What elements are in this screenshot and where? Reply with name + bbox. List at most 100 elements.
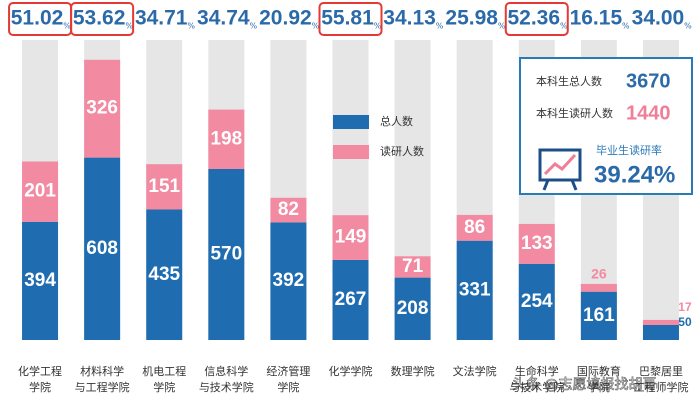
bar-segment [22, 221, 59, 340]
x-tick-label: 化学学院 [329, 364, 373, 378]
chart-icon [538, 148, 582, 191]
bar-segment [146, 209, 183, 340]
highlight-box [504, 2, 569, 36]
x-tick-label: 经济管理 [266, 364, 310, 378]
rate-label: 20.92 [259, 7, 312, 30]
x-tick-label: 机电工程 [142, 364, 186, 378]
value-label: 50 [678, 315, 692, 329]
bar-segment [84, 157, 121, 340]
rate-label: 55.81 [321, 7, 374, 30]
rate-label: 53.62 [73, 7, 126, 30]
x-tick-label: 工程师学院 [633, 380, 688, 394]
value-label: 149 [335, 227, 367, 248]
rate-label: 34.13 [383, 7, 436, 30]
bar-segment [580, 283, 617, 292]
x-tick-label: 学院 [588, 380, 610, 394]
rate-unit: % [250, 22, 258, 31]
value-label: 82 [278, 199, 299, 220]
x-tick-label: 化学工程 [18, 364, 62, 378]
x-tick-label: 数理学院 [391, 364, 435, 378]
rate-label: 16.15 [570, 7, 623, 30]
x-tick-label: 与技术学院 [509, 380, 564, 394]
rate-label: 25.98 [445, 7, 498, 30]
rate-label: 34.00 [632, 7, 685, 30]
rate-unit: % [312, 22, 320, 31]
x-tick-label: 学院 [153, 380, 175, 394]
value-label: 267 [335, 289, 367, 310]
bar-segment [332, 259, 369, 340]
x-tick-label: 材料科学 [80, 364, 124, 378]
x-tick-label: 巴黎居里 [639, 364, 683, 378]
value-label: 86 [464, 217, 485, 238]
bar-segment [332, 215, 369, 260]
value-label: 394 [24, 270, 56, 291]
bar-segment [146, 164, 183, 210]
legend-swatch [333, 145, 369, 159]
value-label: 326 [86, 98, 118, 119]
legend-label: 读研人数 [380, 144, 424, 158]
rate-label: 34.74 [197, 7, 250, 30]
x-tick-label: 与技术学院 [199, 380, 254, 394]
value-label: 254 [521, 291, 553, 312]
value-label: 435 [148, 264, 180, 285]
rate-label: 34.71 [135, 7, 188, 30]
value-label: 71 [402, 256, 424, 277]
watermark: 头条 @志愿填报找胡哥 [512, 376, 656, 393]
value-label: 161 [583, 305, 615, 326]
bar-segment [208, 109, 245, 169]
info-rate-label: 毕业生读研率 [596, 143, 662, 157]
x-tick-label: 学院 [277, 380, 299, 394]
bar-segment [270, 222, 307, 340]
rate-unit: % [622, 22, 630, 31]
rate-unit: % [684, 22, 692, 31]
x-tick-label: 与工程学院 [75, 380, 130, 394]
value-label: 151 [148, 176, 180, 197]
x-tick-label: 信息科学 [204, 364, 248, 378]
bar-segment [642, 319, 679, 325]
value-label: 392 [273, 270, 305, 291]
info-grad: 1440 [626, 102, 671, 124]
rate-unit: % [560, 22, 568, 31]
value-label: 331 [459, 279, 491, 300]
bar-segment [642, 325, 679, 340]
value-label: 208 [397, 298, 429, 319]
rate-label: 51.02 [11, 7, 64, 30]
x-tick-label: 文法学院 [453, 364, 497, 378]
value-label: 198 [210, 128, 242, 149]
highlight-box [318, 2, 383, 36]
value-label: 133 [521, 233, 553, 254]
rate-label: 52.36 [507, 7, 560, 30]
bar-segment [456, 214, 493, 241]
value-label: 26 [591, 266, 607, 282]
info-grad-label: 本科生读研人数 [536, 106, 613, 120]
bar-segment [22, 161, 59, 222]
value-label: 608 [86, 238, 118, 259]
bar-segment [270, 197, 307, 223]
bar-segment [518, 263, 555, 340]
bar-segment [208, 169, 245, 340]
info-total-label: 本科生总人数 [536, 74, 602, 88]
bar-segment [394, 277, 431, 340]
value-label: 17 [678, 300, 692, 314]
value-label: 570 [210, 244, 242, 265]
rate-unit: % [187, 22, 195, 31]
x-tick-label: 学院 [29, 380, 51, 394]
highlight-box [70, 2, 135, 36]
bar-segment [84, 59, 121, 158]
rate-unit: % [374, 22, 382, 31]
rate-unit: % [498, 22, 506, 31]
x-tick-label: 国际教育 [577, 364, 621, 378]
bar-segment [580, 291, 617, 340]
rate-unit: % [436, 22, 444, 31]
legend-label: 总人数 [380, 114, 413, 128]
info-total: 3670 [626, 70, 671, 92]
bar-segment [456, 240, 493, 340]
value-label: 201 [24, 181, 56, 202]
rate-unit: % [125, 22, 133, 31]
bar-segment [394, 256, 431, 278]
bar-segment [518, 223, 555, 264]
x-tick-label: 生命科学 [515, 364, 559, 378]
rate-unit: % [63, 22, 71, 31]
legend-swatch [333, 115, 369, 129]
